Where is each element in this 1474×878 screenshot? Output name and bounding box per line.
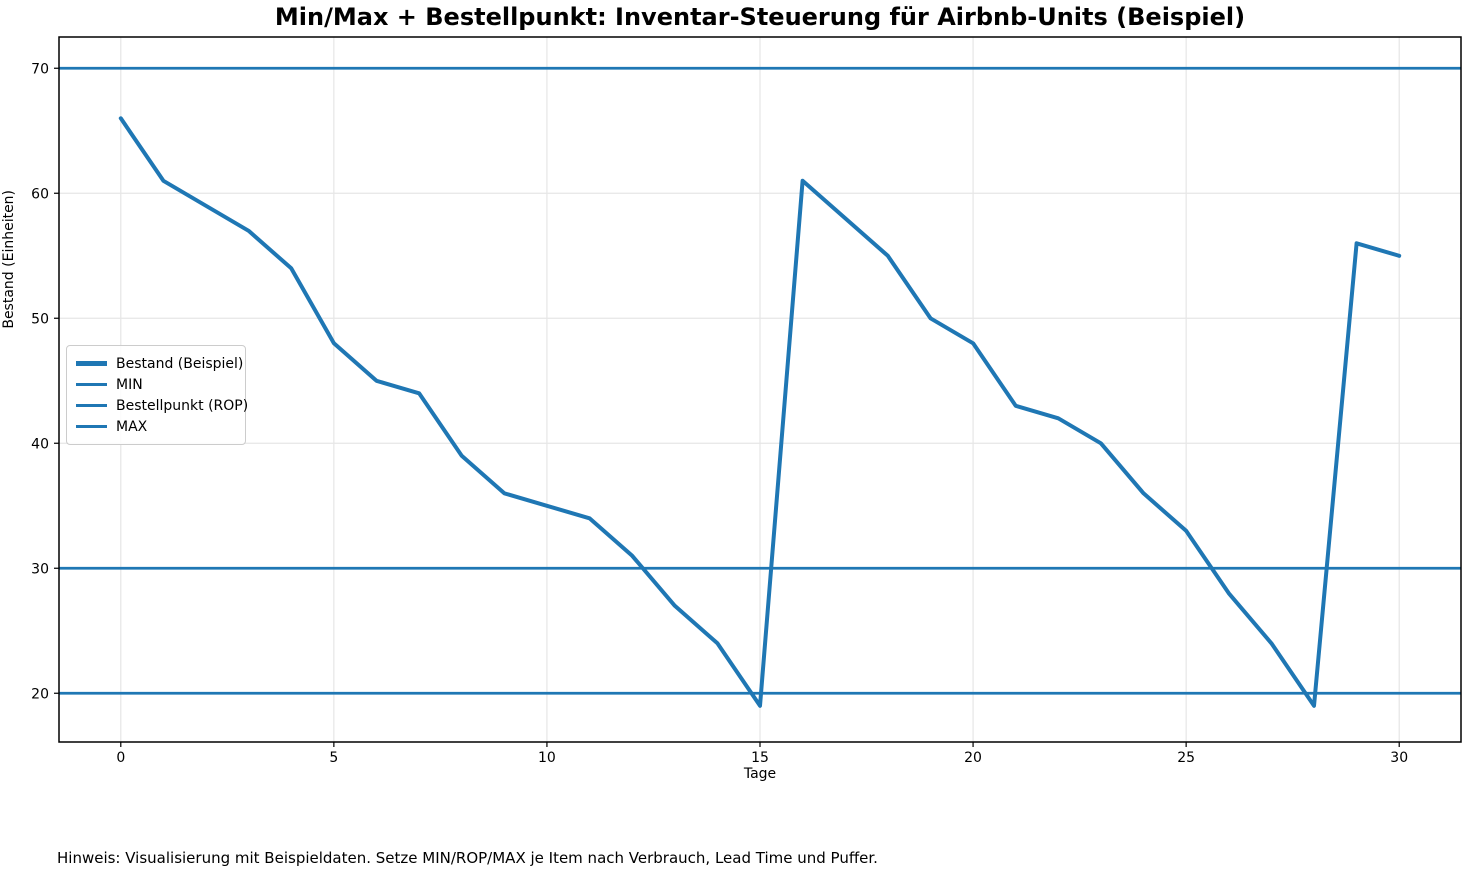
x-tick-label: 0 (116, 750, 125, 766)
y-tick-label: 70 (31, 61, 49, 77)
legend-item-min: MIN (76, 374, 235, 395)
legend-item-bestand: Bestand (Beispiel) (76, 353, 243, 374)
y-tick-label: 40 (31, 436, 49, 452)
chart-title: Min/Max + Bestellpunkt: Inventar-Steueru… (274, 3, 1246, 31)
legend-label: MAX (116, 418, 148, 435)
legend-item-max: MAX (76, 416, 235, 437)
x-axis-label: Tage (743, 766, 777, 782)
legend: Bestand (Beispiel) MIN Bestellpunkt (ROP… (66, 345, 248, 445)
legend-line-swatch (76, 361, 107, 366)
x-tick-label: 20 (964, 750, 982, 766)
y-tick-label: 30 (31, 561, 49, 577)
legend-label: MIN (116, 376, 143, 393)
bestand-data-line (118, 116, 1402, 708)
x-tick-label: 30 (1390, 750, 1408, 766)
x-tick-label: 5 (329, 750, 338, 766)
plot-border (58, 36, 1462, 743)
legend-item-rop: Bestellpunkt (ROP) (76, 395, 248, 416)
footer-note: Hinweis: Visualisierung mit Beispieldate… (57, 849, 878, 867)
legend-label: Bestand (Beispiel) (116, 355, 244, 372)
x-tick-label: 15 (751, 750, 769, 766)
legend-label: Bestellpunkt (ROP) (116, 397, 249, 414)
y-axis-label: Bestand (Einheiten) (1, 189, 17, 329)
y-tick-label: 60 (31, 186, 49, 202)
y-tick-label: 50 (31, 311, 49, 327)
legend-line-swatch (76, 404, 107, 407)
legend-line-swatch (76, 383, 107, 386)
legend-line-swatch (76, 425, 107, 428)
y-tick-label: 20 (31, 686, 49, 702)
x-tick-label: 25 (1177, 750, 1195, 766)
x-tick-label: 10 (538, 750, 556, 766)
